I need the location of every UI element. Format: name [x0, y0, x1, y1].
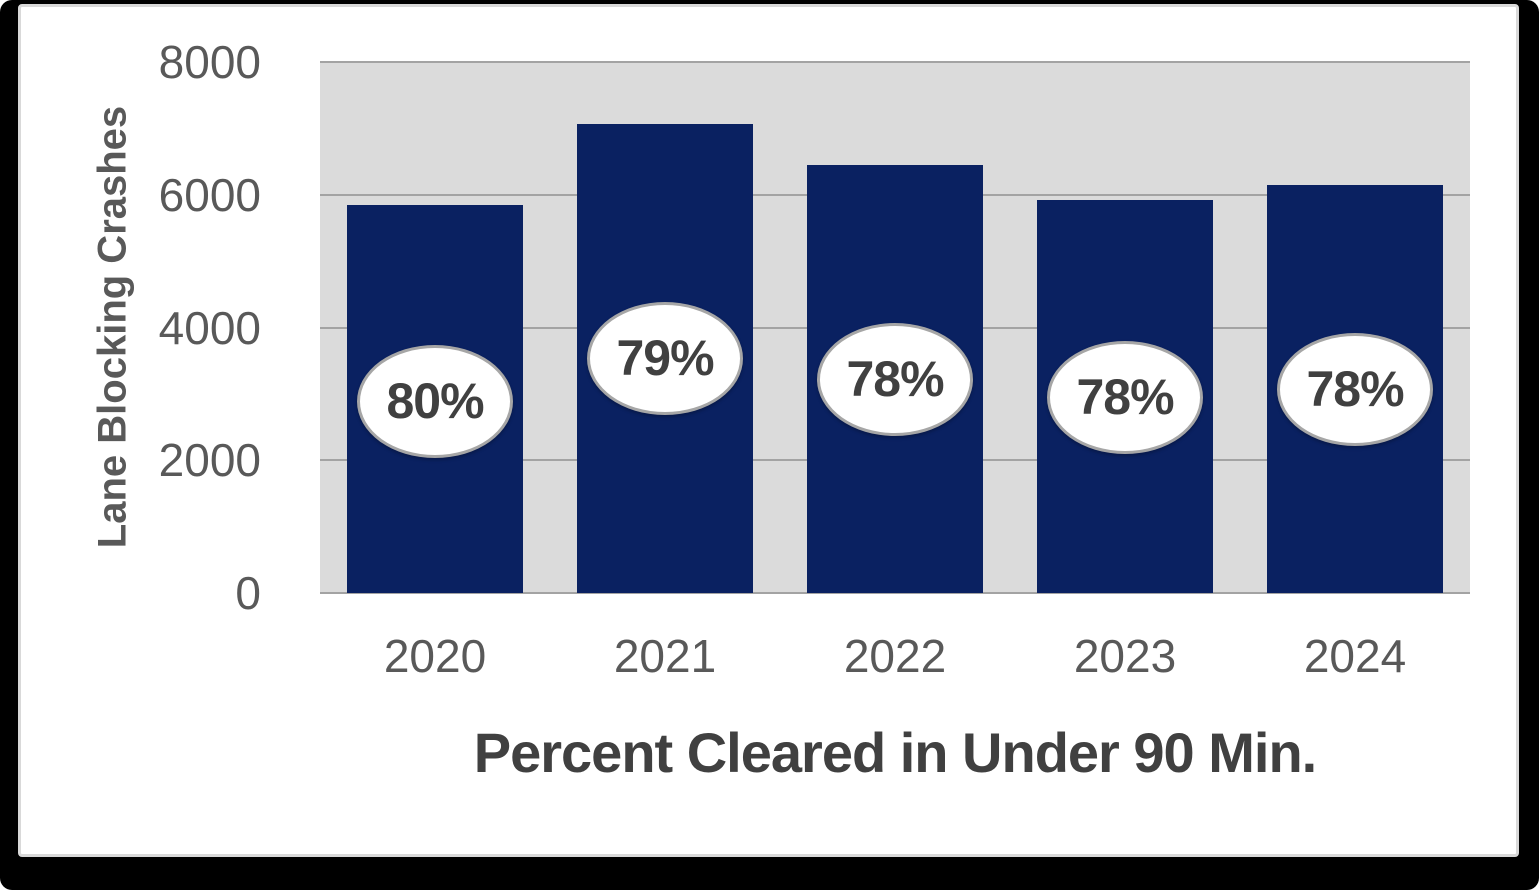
gridline-8000: [320, 61, 1470, 63]
plot-area: 80% 79% 78% 78% 78%: [320, 61, 1470, 594]
percent-badge-2023: 78%: [1047, 340, 1203, 454]
x-tick-label-2021: 2021: [613, 630, 717, 682]
x-tick-label-2020: 2020: [383, 630, 487, 682]
y-tick-label-6000: 6000: [158, 168, 261, 221]
chart-panel: Lane Blocking Crashes 0 2000 4000 6000 8000 …: [18, 4, 1519, 857]
percent-badge-label: 78%: [1076, 369, 1174, 425]
x-tick-label-2023: 2023: [1073, 630, 1177, 682]
percent-badge-label: 79%: [616, 330, 714, 386]
x-tick-label-2024: 2024: [1303, 630, 1407, 682]
y-tick-label-4000: 4000: [158, 301, 261, 354]
gridline-0: [320, 592, 1470, 594]
y-tick-label-8000: 8000: [158, 36, 261, 88]
percent-badge-2022: 78%: [817, 322, 973, 436]
percent-badge-label: 78%: [846, 351, 944, 407]
x-axis-title: Percent Cleared in Under 90 Min.: [473, 721, 1317, 784]
percent-badge-label: 80%: [386, 373, 484, 429]
percent-badge-label: 78%: [1306, 361, 1404, 417]
percent-badge-2024: 78%: [1277, 332, 1433, 446]
y-tick-label-0: 0: [235, 567, 261, 619]
x-tick-label-2022: 2022: [843, 630, 947, 682]
y-tick-label-2000: 2000: [158, 434, 261, 487]
percent-badge-2021: 79%: [587, 301, 743, 415]
percent-badge-2020: 80%: [357, 344, 513, 458]
